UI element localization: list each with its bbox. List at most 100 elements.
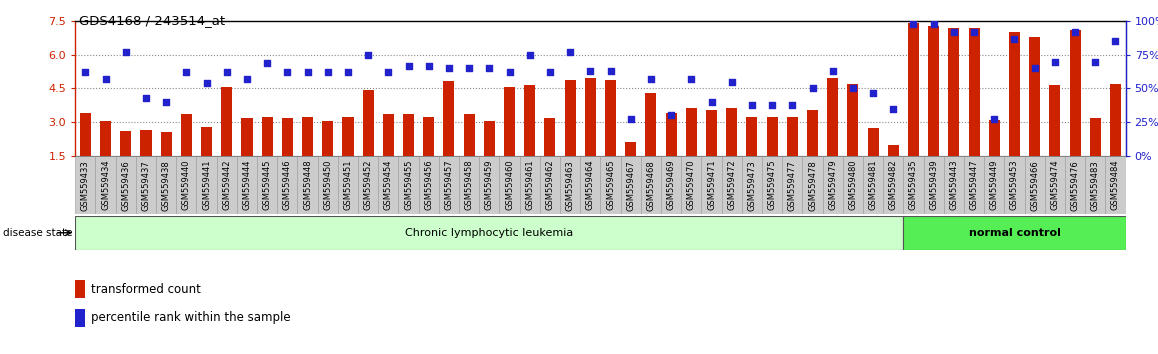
Bar — [544, 118, 556, 156]
Bar — [565, 80, 576, 156]
Bar — [625, 142, 636, 156]
Text: GSM559474: GSM559474 — [1050, 160, 1060, 211]
Point — [1065, 29, 1084, 35]
Bar — [302, 116, 313, 156]
Bar — [645, 93, 657, 156]
Point — [177, 69, 196, 75]
Bar — [201, 127, 212, 156]
Point — [742, 102, 761, 108]
Text: Chronic lymphocytic leukemia: Chronic lymphocytic leukemia — [405, 228, 573, 238]
Point — [440, 65, 459, 71]
Text: GSM559479: GSM559479 — [828, 160, 837, 211]
Point — [96, 76, 115, 82]
Text: GSM559480: GSM559480 — [849, 160, 857, 211]
Bar — [520, 156, 540, 214]
Bar — [762, 156, 782, 214]
Bar — [924, 156, 944, 214]
Text: GSM559450: GSM559450 — [323, 160, 332, 210]
Bar — [843, 156, 863, 214]
Point — [884, 106, 902, 112]
Point — [662, 113, 681, 118]
Bar — [580, 156, 601, 214]
Bar — [140, 130, 152, 156]
Bar — [863, 156, 884, 214]
Bar — [383, 114, 394, 156]
Point — [419, 63, 438, 68]
Bar — [903, 156, 924, 214]
Bar — [1106, 156, 1126, 214]
Bar — [197, 156, 217, 214]
Bar — [217, 156, 237, 214]
Bar — [444, 81, 454, 156]
Bar — [822, 156, 843, 214]
Text: GSM559463: GSM559463 — [565, 160, 574, 211]
Bar — [403, 114, 415, 156]
Point — [218, 69, 236, 75]
Bar — [989, 120, 999, 156]
Text: GSM559441: GSM559441 — [201, 160, 211, 210]
Bar — [379, 156, 398, 214]
Bar — [257, 156, 277, 214]
Bar — [948, 28, 960, 156]
Bar — [459, 156, 479, 214]
Bar — [75, 156, 95, 214]
Text: GSM559452: GSM559452 — [364, 160, 373, 210]
Bar — [908, 23, 919, 156]
Bar — [463, 114, 475, 156]
Bar — [156, 156, 176, 214]
Bar — [181, 114, 192, 156]
Bar — [767, 116, 778, 156]
Text: GSM559462: GSM559462 — [545, 160, 555, 211]
Bar — [298, 156, 317, 214]
Text: GSM559439: GSM559439 — [929, 160, 938, 211]
Bar — [484, 121, 494, 156]
Text: GSM559464: GSM559464 — [586, 160, 595, 211]
Text: GSM559456: GSM559456 — [424, 160, 433, 211]
Text: GSM559483: GSM559483 — [1091, 160, 1100, 211]
Bar — [621, 156, 640, 214]
Text: GSM559434: GSM559434 — [101, 160, 110, 211]
Text: GSM559447: GSM559447 — [969, 160, 979, 211]
Point — [400, 63, 418, 68]
Bar — [419, 156, 439, 214]
Bar — [786, 116, 798, 156]
Bar — [1109, 84, 1121, 156]
Text: GSM559482: GSM559482 — [889, 160, 897, 211]
Bar — [1049, 85, 1061, 156]
Point — [945, 29, 963, 35]
Bar — [176, 156, 197, 214]
Text: GSM559478: GSM559478 — [808, 160, 818, 211]
Bar — [681, 156, 702, 214]
Bar — [120, 131, 131, 156]
Text: GSM559461: GSM559461 — [526, 160, 534, 211]
Text: percentile rank within the sample: percentile rank within the sample — [90, 311, 291, 324]
Bar — [398, 156, 419, 214]
Text: GSM559460: GSM559460 — [505, 160, 514, 211]
Bar — [1004, 156, 1025, 214]
Text: GSM559445: GSM559445 — [263, 160, 272, 210]
Text: GSM559469: GSM559469 — [667, 160, 675, 211]
Point — [924, 21, 943, 27]
Bar — [161, 132, 171, 156]
Point — [197, 80, 215, 86]
Bar — [802, 156, 822, 214]
Bar — [944, 156, 963, 214]
Bar — [807, 110, 818, 156]
Bar — [1029, 37, 1040, 156]
Point — [622, 116, 640, 122]
Point — [560, 49, 579, 55]
Bar — [984, 156, 1004, 214]
Point — [359, 52, 378, 58]
Bar — [726, 108, 738, 156]
Bar — [888, 144, 899, 156]
Text: GSM559468: GSM559468 — [646, 160, 655, 211]
Text: GSM559484: GSM559484 — [1111, 160, 1120, 211]
Bar — [1065, 156, 1085, 214]
Text: GDS4168 / 243514_at: GDS4168 / 243514_at — [79, 14, 225, 27]
Point — [541, 69, 559, 75]
Bar — [903, 216, 1126, 250]
Point — [965, 29, 983, 35]
Bar — [560, 156, 580, 214]
Text: GSM559459: GSM559459 — [485, 160, 493, 210]
Bar — [504, 87, 515, 156]
